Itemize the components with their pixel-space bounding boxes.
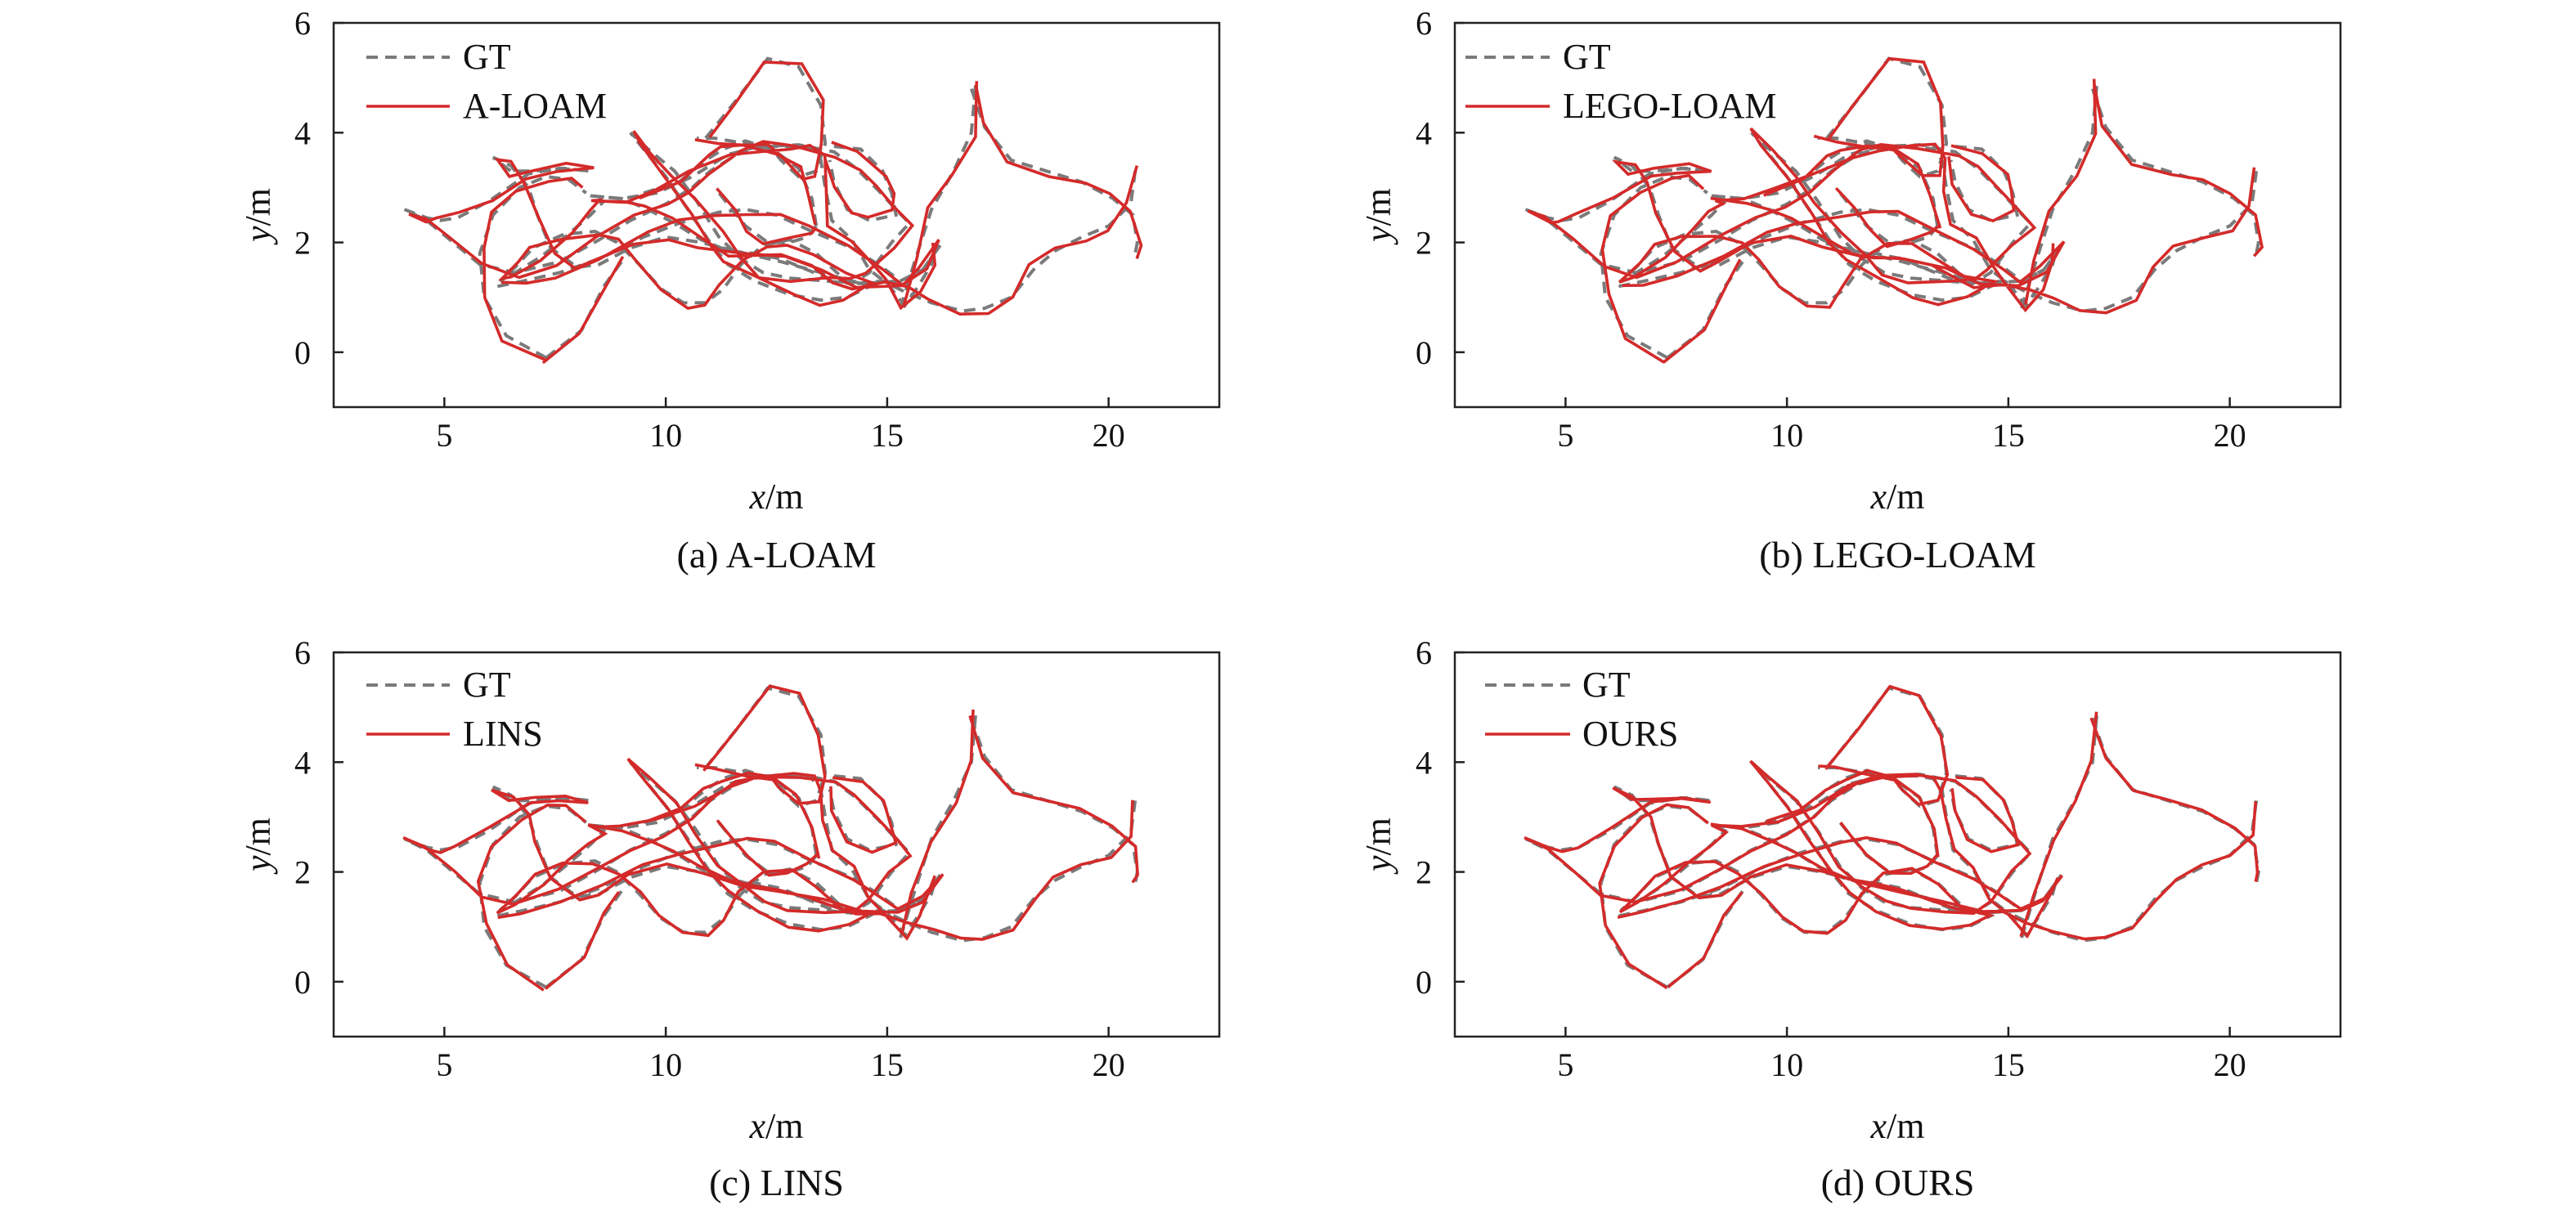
caption-c: (c) LINS — [709, 1162, 844, 1203]
y-tick-label: 2 — [294, 225, 311, 262]
estimated-trajectory-c — [402, 684, 1139, 992]
x-tick-label: 15 — [1992, 417, 2025, 454]
legend-gt-label-a: GT — [463, 37, 511, 77]
y-tick-label: 2 — [1416, 854, 1432, 891]
legend-b: GT LEGO-LOAM — [1465, 37, 1777, 126]
x-axis-label-a: x/m — [749, 477, 804, 517]
legend-d: GT OURS — [1485, 665, 1678, 754]
x-tick-label: 15 — [871, 417, 904, 454]
x-tick-label: 5 — [436, 417, 452, 454]
y-axis-label-c: y/m — [238, 818, 278, 875]
y-tick-label: 4 — [1416, 744, 1432, 781]
legend-gt-label-d: GT — [1582, 665, 1631, 705]
panel-b: 5 10 15 20 0 2 4 6 GT LEGO-LOAM x/m y/m (b) LEG… — [1358, 5, 2342, 576]
x-axis-label-d: x/m — [1870, 1106, 1925, 1146]
legend-gt-label-b: GT — [1563, 37, 1611, 77]
x-axis-label-c: x/m — [749, 1106, 804, 1146]
caption-a: (a) A-LOAM — [677, 534, 877, 576]
x-tick-label: 5 — [1557, 1046, 1573, 1083]
x-tick-label: 10 — [649, 417, 682, 454]
y-axis-label-a: y/m — [238, 188, 278, 245]
y-tick-label: 0 — [294, 964, 311, 1001]
y-tick-label: 6 — [1416, 634, 1432, 671]
y-tick-label: 2 — [294, 854, 311, 891]
x-tick-label: 10 — [1770, 417, 1803, 454]
x-tick-label: 10 — [1770, 1046, 1803, 1083]
y-tick-label: 0 — [1416, 334, 1432, 371]
x-tick-label: 20 — [2214, 417, 2246, 454]
panel-d: 5 10 15 20 0 2 4 6 GT OURS x/m y/m (d) OURS — [1358, 634, 2342, 1203]
caption-b: (b) LEGO-LOAM — [1759, 534, 2036, 576]
plot-frame-c — [332, 651, 1221, 1038]
legend-est-label-a: A-LOAM — [463, 86, 607, 126]
ticks-b: 5 10 15 20 0 2 4 6 — [1416, 5, 2246, 454]
estimated-trajectory-b — [1527, 56, 2264, 364]
x-axis-label-b: x/m — [1870, 477, 1925, 517]
x-tick-label: 5 — [436, 1046, 452, 1083]
y-tick-label: 0 — [1416, 964, 1432, 1001]
y-tick-label: 4 — [1416, 114, 1432, 151]
y-tick-label: 0 — [294, 334, 311, 371]
estimated-trajectory-d — [1524, 684, 2260, 990]
x-tick-label: 15 — [871, 1046, 904, 1083]
x-tick-label: 20 — [1093, 417, 1125, 454]
caption-d: (d) OURS — [1821, 1162, 1975, 1203]
x-tick-label: 20 — [1093, 1046, 1125, 1083]
legend-est-label-c: LINS — [463, 714, 543, 754]
x-tick-label: 5 — [1557, 417, 1573, 454]
y-tick-label: 6 — [294, 5, 311, 42]
ticks-a: 5 10 15 20 0 2 4 6 — [294, 5, 1125, 454]
x-tick-label: 20 — [2214, 1046, 2246, 1083]
y-tick-label: 2 — [1416, 225, 1432, 262]
y-tick-label: 4 — [294, 114, 311, 151]
plot-frame-d — [1453, 651, 2342, 1038]
ticks-d: 5 10 15 20 0 2 4 6 — [1416, 634, 2246, 1083]
legend-est-label-d: OURS — [1582, 714, 1678, 754]
plot-frame-a — [332, 21, 1221, 409]
y-tick-label: 4 — [294, 744, 311, 781]
x-tick-label: 10 — [649, 1046, 682, 1083]
y-axis-label-b: y/m — [1358, 188, 1398, 245]
legend-gt-label-c: GT — [463, 665, 511, 705]
estimated-trajectory-a — [408, 60, 1143, 365]
plot-frame-b — [1453, 21, 2342, 409]
y-axis-label-d: y/m — [1358, 818, 1398, 875]
legend-a: GT A-LOAM — [366, 37, 607, 126]
x-tick-label: 15 — [1992, 1046, 2025, 1083]
ticks-c: 5 10 15 20 0 2 4 6 — [294, 634, 1125, 1083]
legend-c: GT LINS — [366, 665, 543, 754]
y-tick-label: 6 — [1416, 5, 1432, 42]
legend-est-label-b: LEGO-LOAM — [1563, 86, 1777, 126]
panel-a: 5 10 15 20 0 2 4 6 GT A-LOAM x/m y/m (a) A-LOAM — [238, 5, 1221, 576]
panel-c: 5 10 15 20 0 2 4 6 GT LINS x/m y/m (c) LINS — [238, 634, 1221, 1203]
y-tick-label: 6 — [294, 634, 311, 671]
